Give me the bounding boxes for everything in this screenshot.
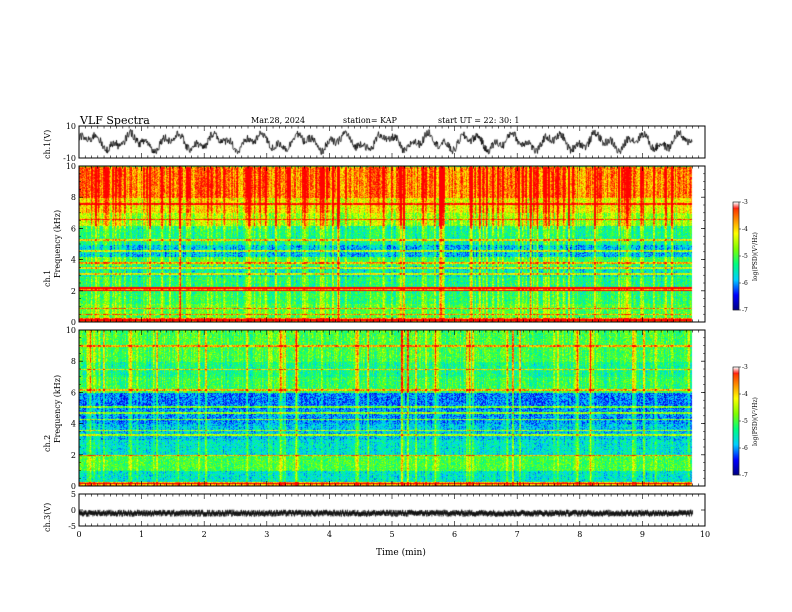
colorbar-ch1-frame <box>732 201 740 311</box>
x-tick-label: 2 <box>202 530 207 539</box>
start-time-label: start UT = 22: 30: 1 <box>438 116 520 125</box>
x-tick-label: 7 <box>515 530 520 539</box>
date-label: Mar.28, 2024 <box>251 116 306 125</box>
colorbar-ch1-tick-label: -4 <box>742 226 748 233</box>
ch2-spectrogram-ylabel-freq: Frequency (kHz) <box>53 374 62 443</box>
colorbar-ch1-tick-label: -7 <box>742 307 748 314</box>
x-axis-label: Time (min) <box>376 548 426 558</box>
w1-ytick-label: -10 <box>63 154 76 163</box>
x-tick-label: 1 <box>139 530 144 539</box>
colorbar-ch1-tick-label: -5 <box>742 253 748 260</box>
s2-ytick-label: 8 <box>71 357 76 366</box>
s1-ytick-label: 10 <box>66 162 76 171</box>
x-tick-label: 6 <box>452 530 457 539</box>
colorbar-ch2-tick-label: -6 <box>742 445 748 452</box>
w3-ytick-label: 5 <box>71 490 76 499</box>
s1-ytick-label: 4 <box>71 256 76 265</box>
s2-ytick-label: 2 <box>71 451 76 460</box>
s1-ytick-label: 6 <box>71 224 76 233</box>
x-tick-label: 0 <box>76 530 81 539</box>
x-tick-label: 9 <box>640 530 645 539</box>
s1-ytick-label: 8 <box>71 193 76 202</box>
x-tick-label: 3 <box>264 530 269 539</box>
ch1-waveform-ylabel: ch.1(V) <box>43 129 52 159</box>
ch2-spectrogram-ylabel-channel: ch.2 <box>43 434 52 452</box>
x-tick-label: 5 <box>389 530 394 539</box>
s2-ytick-label: 4 <box>71 420 76 429</box>
s1-ytick-label: 2 <box>71 287 76 296</box>
colorbar-ch2-tick-label: -3 <box>742 364 748 371</box>
x-tick-label: 10 <box>700 530 710 539</box>
colorbar-ch1-label: log(PSD)(V²/Hz) <box>752 232 759 281</box>
station-label: station= KAP <box>343 116 397 125</box>
w3-ytick-label: -5 <box>68 522 76 531</box>
x-tick-label: 4 <box>327 530 332 539</box>
colorbar-ch2-tick-label: -4 <box>742 391 748 398</box>
s2-ytick-label: 6 <box>71 388 76 397</box>
ch3-waveform-ylabel: ch.3(V) <box>43 502 52 532</box>
colorbar-ch1-tick-label: -6 <box>742 280 748 287</box>
plot-title: VLF Spectra <box>80 114 150 127</box>
colorbar-ch2-tick-label: -7 <box>742 472 748 479</box>
w3-ytick-label: 0 <box>71 506 76 515</box>
colorbar-ch2-frame <box>732 366 740 476</box>
colorbar-ch2-tick-label: -5 <box>742 418 748 425</box>
w1-ytick-label: 10 <box>66 122 76 131</box>
s1-frame <box>78 165 706 323</box>
s2-ytick-label: 10 <box>66 326 76 335</box>
colorbar-ch2-label: log(PSD)(V²/Hz) <box>752 397 759 446</box>
ch1-spectrogram-ylabel-channel: ch.1 <box>43 269 52 287</box>
x-tick-label: 8 <box>577 530 582 539</box>
s1-ytick-label: 0 <box>71 318 76 327</box>
s2-frame <box>78 329 706 487</box>
colorbar-ch1-tick-label: -3 <box>742 199 748 206</box>
ch1-spectrogram-ylabel-freq: Frequency (kHz) <box>53 209 62 278</box>
s2-ytick-label: 0 <box>71 482 76 491</box>
